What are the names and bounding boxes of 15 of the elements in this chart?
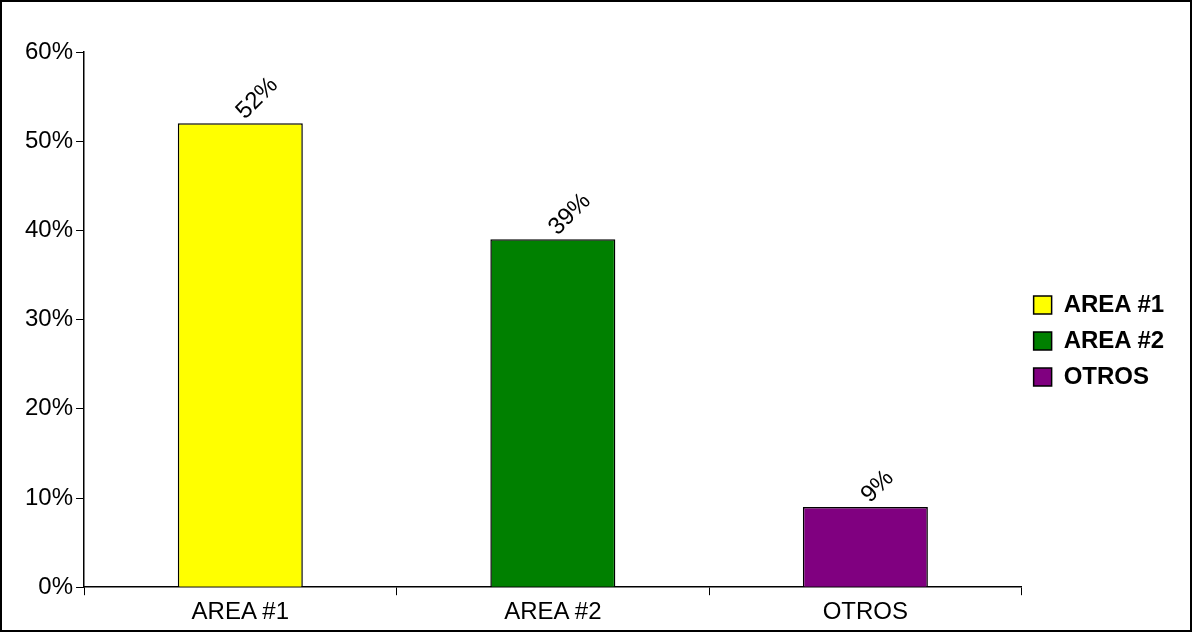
y-tick-label: 30% xyxy=(24,304,74,332)
y-tick-label: 0% xyxy=(38,571,74,599)
legend-label: OTROS xyxy=(1063,361,1149,389)
y-tick-label: 40% xyxy=(24,215,74,243)
data-label: 9% xyxy=(854,463,899,508)
y-tick-label: 60% xyxy=(24,36,74,64)
x-tick-label: AREA #1 xyxy=(191,597,289,625)
legend-label: AREA #1 xyxy=(1063,289,1165,317)
x-tick-label: OTROS xyxy=(822,597,909,625)
data-label: 52% xyxy=(229,70,283,124)
x-tick-label: AREA #2 xyxy=(504,597,602,625)
y-tick-label: 50% xyxy=(24,125,74,153)
y-tick-label: 10% xyxy=(24,482,74,510)
legend-label: AREA #2 xyxy=(1063,325,1165,353)
y-tick-label: 20% xyxy=(24,393,74,421)
